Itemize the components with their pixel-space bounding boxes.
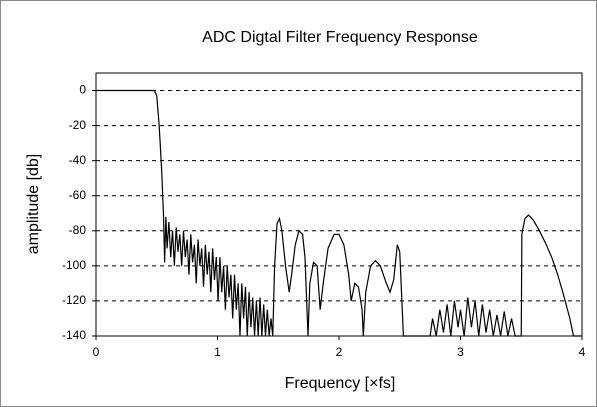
y-tick-label: -20 (69, 118, 87, 132)
y-tick-label: -60 (69, 188, 87, 202)
x-axis-label: Frequency [×fs] (285, 375, 396, 392)
x-tick-label: 0 (93, 345, 100, 359)
y-tick-label: -140 (62, 328, 86, 342)
y-tick-label: -40 (69, 153, 87, 167)
y-tick-label: 0 (79, 83, 86, 97)
chart-title: ADC Digtal Filter Frequency Response (202, 29, 478, 46)
y-axis-label: amplitude [db] (25, 154, 42, 255)
x-tick-label: 3 (457, 345, 464, 359)
x-tick-label: 1 (214, 345, 221, 359)
response-line (96, 89, 582, 337)
y-tick-label: -120 (62, 293, 86, 307)
y-tick-label: -100 (62, 258, 86, 272)
x-tick-label: 4 (579, 345, 586, 359)
y-tick-label: -80 (69, 223, 87, 237)
x-tick-label: 2 (336, 345, 343, 359)
